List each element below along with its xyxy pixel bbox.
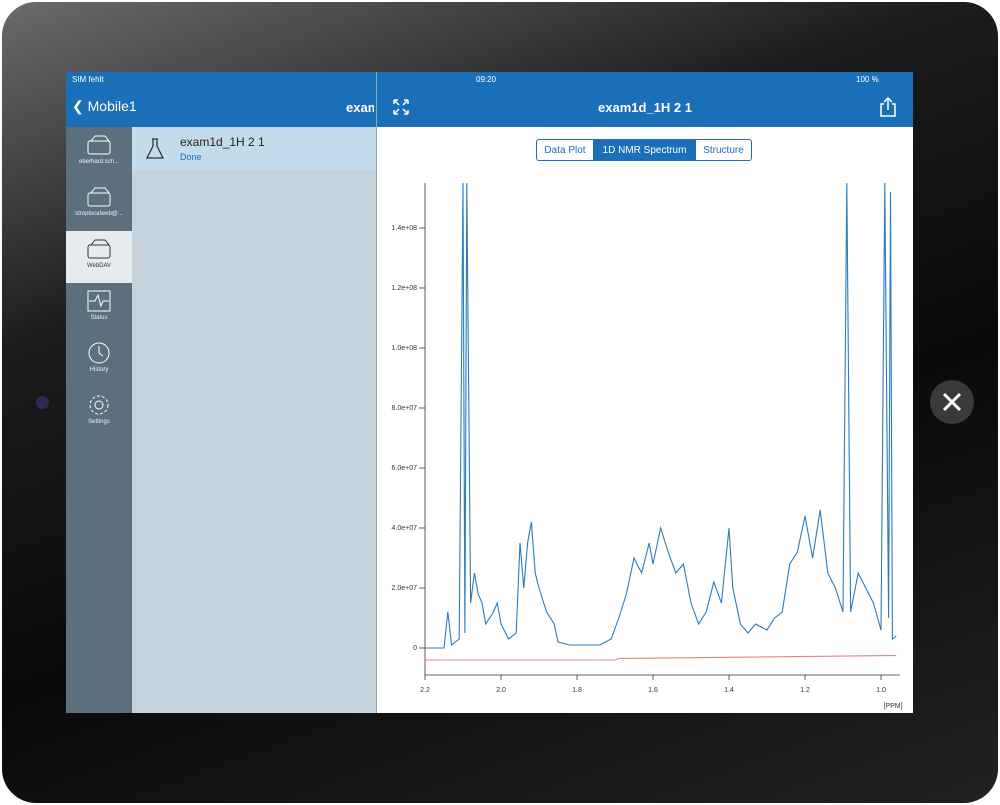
sidebar-label: History [89, 367, 109, 373]
history-icon [88, 342, 110, 364]
sidebar-item[interactable]: History [66, 335, 132, 387]
sidebar-label: stroplocalweb@... [75, 211, 123, 217]
x-tick-label: 1.2 [800, 687, 810, 694]
y-tick-label: 1.4e+08 [392, 225, 418, 232]
sidebar-item[interactable]: Settings [66, 387, 132, 439]
server-icon [87, 187, 111, 207]
y-tick-label: 1.2e+08 [392, 285, 418, 292]
y-tick-label: 6.0e+07 [392, 465, 418, 472]
server-icon [87, 135, 111, 155]
nav-bar [66, 72, 913, 127]
y-tick-label: 0 [413, 645, 417, 652]
y-tick-label: 4.0e+07 [392, 525, 418, 532]
y-tick-label: 2.0e+07 [392, 585, 418, 592]
spectrum-line [425, 182, 897, 649]
x-tick-label: 2.2 [420, 687, 430, 694]
list-row-status: Done [180, 152, 202, 162]
sidebar-label: WebDAV [86, 263, 112, 269]
x-tick-label: 1.0 [876, 687, 886, 694]
battery: 100 % [856, 75, 879, 84]
detail-title: exam1d_1H 2 1 [598, 100, 692, 115]
spectrum-line [425, 654, 897, 661]
x-tick-label: 1.4 [724, 687, 734, 694]
file-list [132, 127, 376, 713]
status-icon [87, 290, 111, 312]
y-tick-label: 8.0e+07 [392, 405, 418, 412]
carrier: SIM fehlt [72, 75, 104, 84]
split-divider [376, 72, 377, 713]
y-tick-label: 1.0e+08 [392, 345, 418, 352]
sidebar-label: Status [90, 315, 108, 321]
back-label: Mobile1 [87, 98, 137, 114]
screen: SIM fehlt 09:20 100 % ❮ Mobile1 exam exa… [66, 72, 913, 713]
list-row-title: exam1d_1H 2 1 [180, 135, 265, 149]
segment[interactable]: Structure [695, 139, 752, 161]
share-icon[interactable] [878, 96, 898, 118]
list-title: exam [346, 100, 374, 115]
close-button[interactable] [930, 380, 974, 424]
x-tick-label: 1.6 [648, 687, 658, 694]
list-row-selected[interactable]: exam1d_1H 2 1 Done [132, 127, 376, 170]
sidebar-item[interactable]: eberhard.sch... [66, 127, 132, 179]
settings-icon [89, 395, 109, 415]
sidebar-label: Settings [88, 419, 110, 425]
camera [36, 396, 49, 409]
sidebar [66, 127, 132, 713]
server-icon [87, 239, 111, 259]
clock: 09:20 [476, 75, 497, 84]
back-button[interactable]: ❮ Mobile1 [72, 98, 137, 114]
sidebar-item-selected[interactable]: WebDAV [66, 231, 132, 283]
x-axis-label: [PPM] [883, 703, 902, 710]
flask-icon [145, 138, 165, 159]
sidebar-item[interactable]: Status [66, 283, 132, 335]
x-tick-label: 2.0 [496, 687, 506, 694]
close-icon [942, 392, 962, 412]
sidebar-item[interactable]: stroplocalweb@... [66, 179, 132, 231]
sidebar-label: eberhard.sch... [78, 159, 120, 165]
expand-icon[interactable] [392, 98, 410, 116]
x-tick-label: 1.8 [572, 687, 582, 694]
